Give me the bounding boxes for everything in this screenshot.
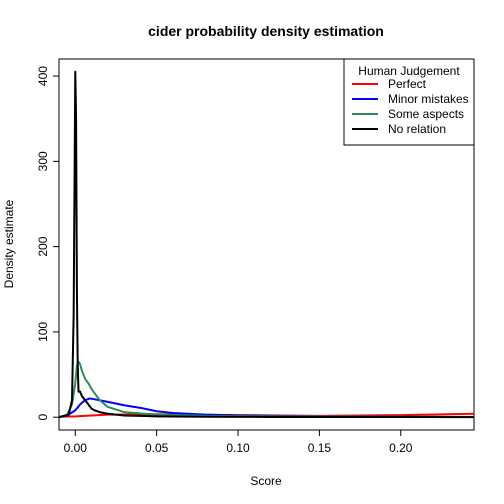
y-tick-label: 400 — [36, 66, 50, 86]
y-tick-label: 300 — [36, 151, 50, 171]
legend-label: No relation — [388, 122, 446, 136]
legend-label: Some aspects — [388, 107, 464, 121]
legend-label: Minor mistakes — [388, 92, 469, 106]
x-tick-label: 0.05 — [145, 441, 169, 455]
y-tick-label: 100 — [36, 322, 50, 342]
series-line-no-relation — [58, 70, 475, 419]
plot-frame — [58, 58, 475, 431]
x-axis: 0.00 0.05 0.10 0.15 0.20 — [64, 430, 413, 455]
x-tick-label: 0.20 — [389, 441, 413, 455]
legend-box — [343, 58, 475, 146]
x-tick-label: 0.15 — [308, 441, 332, 455]
y-axis: 0 100 200 300 400 — [36, 66, 59, 421]
series-layer — [58, 70, 475, 419]
x-tick-label: 0.00 — [64, 441, 88, 455]
x-axis-label: Score — [250, 474, 282, 488]
chart-title: cider probability density estimation — [148, 23, 384, 39]
legend-title: Human Judgement — [358, 64, 460, 78]
legend-label: Perfect — [388, 77, 427, 91]
y-axis-label: Density estimate — [2, 199, 16, 288]
y-tick-label: 0 — [36, 414, 50, 421]
y-tick-label: 200 — [36, 236, 50, 256]
x-tick-label: 0.10 — [226, 441, 250, 455]
